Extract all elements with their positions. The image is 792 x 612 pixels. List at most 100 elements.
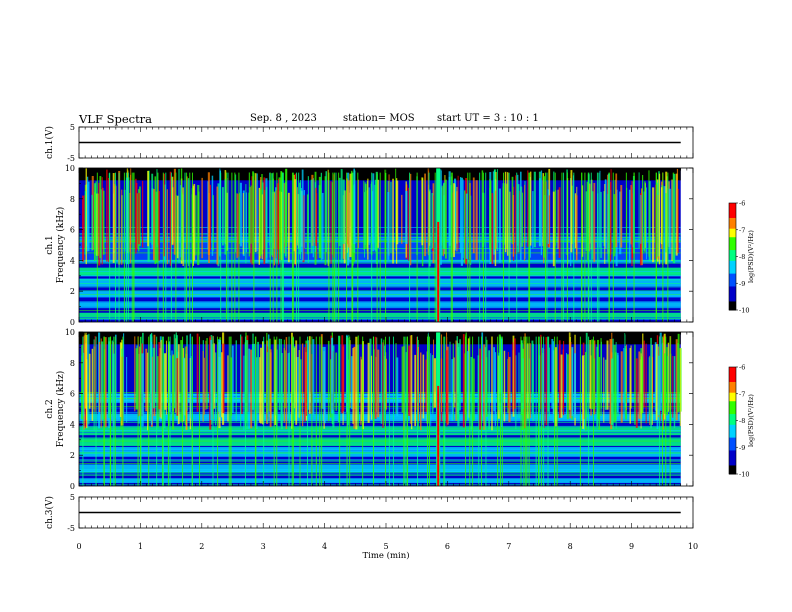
y-tick-label: 4 <box>70 256 75 265</box>
burst-column <box>353 168 356 245</box>
burst-column <box>539 178 541 247</box>
burst-column <box>656 182 659 258</box>
burst-column <box>593 358 595 410</box>
colorbar-step <box>729 239 736 243</box>
colorbar-step <box>729 275 736 279</box>
colorbar-label-text: log(PSD)(V²/Hz) <box>747 230 755 283</box>
burst-column <box>157 356 159 428</box>
spike-line <box>472 336 474 486</box>
colorbar-step <box>729 409 736 413</box>
burst-column <box>500 338 503 428</box>
frequency-line <box>79 471 681 472</box>
burst-column <box>216 186 219 265</box>
spike-line <box>292 172 294 322</box>
burst-column <box>494 190 497 250</box>
spike-line <box>321 336 323 486</box>
spike-line <box>276 336 278 486</box>
burst-column <box>261 194 263 260</box>
y-tick-label: 5 <box>70 123 75 132</box>
burst-column <box>363 180 365 250</box>
burst-column <box>111 340 113 417</box>
burst-column <box>515 355 517 430</box>
burst-column <box>505 183 508 250</box>
waveform-ch1: 5 -5 ch.1(V) <box>44 123 694 163</box>
spike-line <box>598 172 600 322</box>
burst-column <box>652 187 655 263</box>
burst-column <box>591 339 594 410</box>
burst-column <box>600 191 602 258</box>
burst-column <box>392 178 394 264</box>
burst-column <box>209 336 212 430</box>
burst-column <box>566 353 567 416</box>
frequency-line <box>79 407 681 409</box>
spike-line <box>554 172 556 322</box>
spike-line <box>184 172 186 322</box>
burst-column <box>509 191 511 263</box>
spike-line <box>404 336 406 486</box>
date-label: Sep. 8 , 2023 <box>250 113 317 124</box>
spike-line <box>291 336 293 486</box>
burst-column <box>624 345 627 408</box>
colorbar-step <box>729 288 736 292</box>
burst-column <box>257 341 260 414</box>
burst-column <box>149 347 152 422</box>
burst-column <box>456 186 458 244</box>
spike-line <box>167 336 169 486</box>
burst-column <box>173 334 176 408</box>
burst-column <box>589 340 591 409</box>
burst-column <box>620 351 623 423</box>
colorbar-step <box>729 424 736 428</box>
x-tick-label: 4 <box>322 542 327 551</box>
spike-line <box>587 172 589 322</box>
frequency-axis-label: Frequency (kHz) <box>55 371 66 448</box>
burst-column <box>255 357 258 429</box>
burst-column <box>158 342 161 410</box>
burst-column <box>519 171 522 261</box>
spike-line <box>409 172 411 322</box>
spike-line <box>590 172 592 322</box>
burst-column <box>258 187 260 265</box>
x-tick-label: 3 <box>261 542 266 551</box>
spike-line <box>497 336 499 486</box>
spike-line <box>139 336 141 486</box>
colorbar-step <box>729 269 736 272</box>
burst-column <box>489 179 491 249</box>
spike-line <box>82 336 84 486</box>
y-tick-label: 5 <box>70 493 75 502</box>
event-core <box>437 385 440 486</box>
spike-line <box>416 172 418 322</box>
spike-line <box>332 172 334 322</box>
burst-column <box>145 348 148 412</box>
burst-column <box>657 194 659 259</box>
colorbar-step <box>729 373 736 377</box>
spike-line <box>110 336 112 486</box>
spike-line <box>538 336 540 486</box>
burst-column <box>353 346 356 429</box>
burst-column <box>520 340 523 415</box>
spike-line <box>469 172 471 322</box>
frequency-line <box>79 443 681 445</box>
burst-column <box>377 349 380 418</box>
frequency-line <box>79 459 681 461</box>
burst-column <box>569 341 572 419</box>
spike-line <box>351 172 353 322</box>
burst-column <box>207 172 210 255</box>
burst-column <box>342 179 345 244</box>
burst-column <box>275 359 277 416</box>
spike-line <box>584 172 586 322</box>
burst-column <box>462 179 464 258</box>
frequency-band <box>79 478 681 483</box>
burst-column <box>159 348 161 418</box>
colorbar-step <box>729 232 736 236</box>
colorbar-step <box>729 471 736 475</box>
burst-column <box>665 193 667 253</box>
burst-column <box>645 187 647 260</box>
spike-line <box>376 172 378 322</box>
burst-column <box>94 336 96 413</box>
burst-column <box>620 185 623 248</box>
burst-column <box>484 347 487 431</box>
spike-line <box>592 336 594 486</box>
burst-column <box>411 335 413 430</box>
spike-line <box>662 172 664 322</box>
